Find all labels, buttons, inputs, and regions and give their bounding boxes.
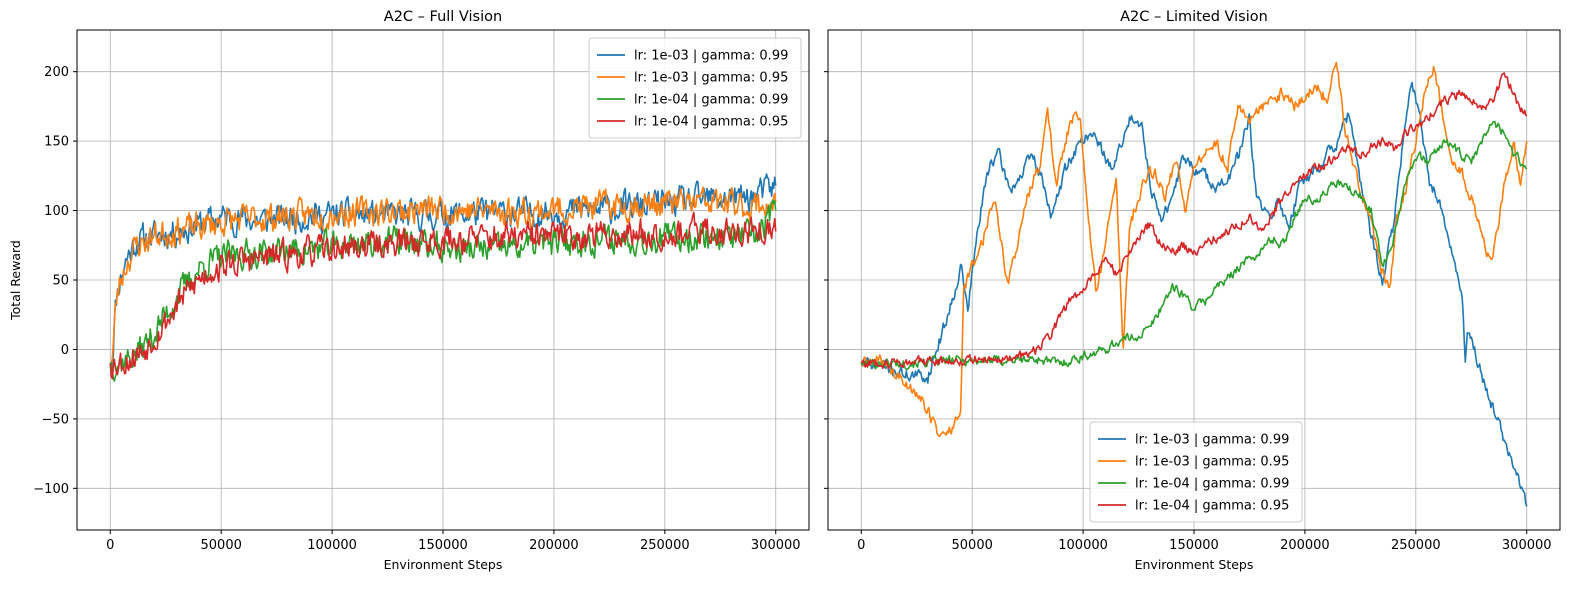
series-lines-limited-vision — [860, 61, 1528, 507]
series-lines-full-vision — [109, 173, 777, 382]
legend-label: lr: 1e-03 | gamma: 0.95 — [1135, 455, 1289, 470]
x-axis-label-limited-vision: Environment Steps — [1135, 557, 1254, 572]
y-axis-label-full-vision: Total Reward — [8, 240, 23, 321]
x-tick-label: 300000 — [751, 538, 801, 553]
legend-label: lr: 1e-04 | gamma: 0.95 — [1135, 499, 1289, 514]
y-ticks-limited-vision — [824, 71, 828, 489]
x-ticks-full-vision: 0 50000 100000 150000 200000 250000 300000 — [106, 530, 801, 553]
chart-title-limited-vision: A2C – Limited Vision — [1120, 9, 1268, 25]
y-tick-label: −50 — [42, 412, 69, 427]
y-tick-label: 50 — [52, 274, 69, 289]
x-tick-label: 250000 — [640, 538, 690, 553]
x-ticks-limited-vision: 0 50000 100000 150000 200000 250000 300000 — [857, 530, 1552, 553]
legend-full-vision: lr: 1e-03 | gamma: 0.99 lr: 1e-03 | gamma… — [588, 37, 802, 139]
series-line-2 — [860, 61, 1528, 438]
x-tick-label: 150000 — [1169, 538, 1219, 553]
y-tick-label: −100 — [33, 482, 69, 497]
legend-label: lr: 1e-04 | gamma: 0.99 — [634, 93, 788, 108]
x-tick-label: 100000 — [307, 538, 357, 553]
series-line-3 — [860, 120, 1528, 371]
chart-title-full-vision: A2C – Full Vision — [384, 9, 502, 25]
legend-box — [588, 37, 802, 139]
legend-label: lr: 1e-03 | gamma: 0.99 — [634, 49, 788, 64]
x-tick-label: 50000 — [201, 538, 242, 553]
x-tick-label: 0 — [857, 538, 865, 553]
x-axis-label-full-vision: Environment Steps — [384, 557, 503, 572]
legend-label: lr: 1e-04 | gamma: 0.99 — [1135, 477, 1289, 492]
x-tick-label: 250000 — [1391, 538, 1441, 553]
grid-full-vision — [77, 30, 809, 530]
panel-full-vision: 0 50000 100000 150000 200000 250000 300000 −10… — [8, 9, 810, 572]
y-tick-label: 200 — [44, 65, 69, 80]
x-tick-label: 200000 — [1280, 538, 1330, 553]
legend-box — [1089, 421, 1303, 523]
x-tick-label: 0 — [106, 538, 114, 553]
y-tick-label: 150 — [44, 135, 69, 150]
x-tick-label: 300000 — [1502, 538, 1552, 553]
legend-label: lr: 1e-03 | gamma: 0.95 — [634, 71, 788, 86]
y-tick-label: 0 — [61, 343, 69, 358]
x-tick-label: 200000 — [529, 538, 579, 553]
series-line-4 — [109, 211, 777, 380]
series-line-4 — [860, 72, 1528, 369]
legend-label: lr: 1e-03 | gamma: 0.99 — [1135, 433, 1289, 448]
y-tick-label: 100 — [44, 204, 69, 219]
series-line-2 — [109, 186, 777, 368]
x-tick-label: 150000 — [418, 538, 468, 553]
y-ticks-full-vision: −100 −50 0 50 100 150 200 — [33, 65, 77, 497]
panel-limited-vision: 0 50000 100000 150000 200000 250000 300000 A2C… — [824, 9, 1561, 572]
series-line-1 — [860, 81, 1528, 507]
legend-label: lr: 1e-04 | gamma: 0.95 — [634, 115, 788, 130]
x-tick-label: 100000 — [1058, 538, 1108, 553]
series-line-3 — [109, 199, 777, 382]
x-tick-label: 50000 — [952, 538, 993, 553]
legend-limited-vision: lr: 1e-03 | gamma: 0.99 lr: 1e-03 | gamma… — [1089, 421, 1303, 523]
